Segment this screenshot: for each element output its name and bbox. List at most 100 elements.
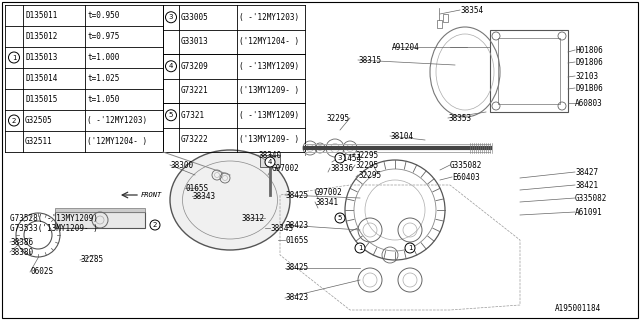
- Text: G73222: G73222: [181, 135, 209, 144]
- Bar: [260, 155, 280, 167]
- Text: 32295: 32295: [327, 114, 350, 123]
- Text: ( -'12MY1203): ( -'12MY1203): [239, 13, 299, 22]
- Text: ('13MY1209- ): ('13MY1209- ): [239, 135, 299, 144]
- Ellipse shape: [170, 150, 290, 250]
- Text: 32295: 32295: [358, 171, 381, 180]
- Text: 0602S: 0602S: [30, 268, 53, 276]
- Text: G7321: G7321: [181, 111, 209, 120]
- Circle shape: [335, 153, 345, 163]
- Text: ('13MY1209- ): ('13MY1209- ): [239, 86, 299, 95]
- Text: D91B06: D91B06: [575, 84, 603, 92]
- Text: 38336: 38336: [330, 164, 353, 172]
- Text: E60403: E60403: [452, 172, 480, 181]
- Circle shape: [166, 61, 177, 72]
- Text: 38421: 38421: [575, 180, 598, 189]
- Text: t=1.025: t=1.025: [87, 74, 120, 83]
- Text: 32285: 32285: [80, 255, 103, 265]
- Text: 38312: 38312: [242, 213, 265, 222]
- Text: H01806: H01806: [575, 45, 603, 54]
- Text: 38354: 38354: [460, 5, 483, 14]
- Text: 0165S: 0165S: [185, 183, 208, 193]
- Text: 38343: 38343: [270, 223, 293, 233]
- Circle shape: [265, 157, 275, 167]
- Text: t=1.050: t=1.050: [87, 95, 120, 104]
- Circle shape: [166, 12, 177, 23]
- Text: G32511: G32511: [25, 137, 52, 146]
- Text: A91204: A91204: [392, 43, 420, 52]
- Text: G73533('13MY1209- ): G73533('13MY1209- ): [10, 223, 98, 233]
- Text: 1: 1: [408, 245, 412, 251]
- Text: G33005: G33005: [181, 13, 209, 22]
- Bar: [443, 14, 448, 22]
- Text: G33013: G33013: [181, 37, 209, 46]
- Text: G73221: G73221: [181, 86, 209, 95]
- Text: 38353: 38353: [448, 114, 471, 123]
- Text: D135011: D135011: [25, 11, 58, 20]
- Text: ( -'12MY1203): ( -'12MY1203): [87, 116, 147, 125]
- Text: G97002: G97002: [272, 164, 300, 172]
- Text: D135014: D135014: [25, 74, 58, 83]
- Text: 38340: 38340: [258, 150, 281, 159]
- Text: FRONT: FRONT: [141, 192, 163, 198]
- Text: D135015: D135015: [25, 95, 58, 104]
- Circle shape: [335, 213, 345, 223]
- Text: 38425: 38425: [285, 190, 308, 199]
- Text: ('12MY1204- ): ('12MY1204- ): [87, 137, 147, 146]
- Circle shape: [8, 115, 19, 126]
- Text: A195001184: A195001184: [555, 304, 601, 313]
- Text: ( -'13MY1209): ( -'13MY1209): [239, 62, 299, 71]
- Text: 38423: 38423: [285, 220, 308, 229]
- Text: 4: 4: [268, 159, 272, 165]
- Text: 38341: 38341: [315, 197, 338, 206]
- Text: 38425: 38425: [285, 263, 308, 273]
- Text: A61091: A61091: [575, 207, 603, 217]
- Text: 5: 5: [169, 112, 173, 118]
- Text: G73528( -'13MY1209): G73528( -'13MY1209): [10, 213, 98, 222]
- Bar: [55, 208, 145, 212]
- Bar: [437, 20, 442, 28]
- Text: 32295: 32295: [355, 150, 378, 159]
- Text: 38427: 38427: [575, 167, 598, 177]
- Text: D91806: D91806: [575, 58, 603, 67]
- Text: t=0.975: t=0.975: [87, 32, 120, 41]
- Text: ( -'13MY1209): ( -'13MY1209): [239, 111, 299, 120]
- Text: 31454: 31454: [338, 154, 361, 163]
- Bar: [498, 38, 560, 104]
- Text: 38300: 38300: [170, 161, 193, 170]
- Text: 38343: 38343: [192, 191, 215, 201]
- Text: 4: 4: [169, 63, 173, 69]
- Text: 5: 5: [338, 215, 342, 221]
- Text: G73209: G73209: [181, 62, 209, 71]
- Text: D135012: D135012: [25, 32, 58, 41]
- Text: 0165S: 0165S: [285, 236, 308, 244]
- Text: 1: 1: [358, 245, 362, 251]
- Text: D135013: D135013: [25, 53, 58, 62]
- Text: ('12MY1204- ): ('12MY1204- ): [239, 37, 299, 46]
- Text: G32505: G32505: [25, 116, 52, 125]
- Circle shape: [355, 243, 365, 253]
- Text: 3: 3: [169, 14, 173, 20]
- Text: 32295: 32295: [355, 161, 378, 170]
- Circle shape: [8, 52, 19, 63]
- Text: 32103: 32103: [575, 71, 598, 81]
- Bar: [490, 30, 568, 112]
- Text: t=1.000: t=1.000: [87, 53, 120, 62]
- Text: 38104: 38104: [390, 132, 413, 140]
- Circle shape: [405, 243, 415, 253]
- Text: A60803: A60803: [575, 99, 603, 108]
- Circle shape: [166, 110, 177, 121]
- Bar: [55, 212, 145, 228]
- Text: 2: 2: [153, 222, 157, 228]
- Text: 1: 1: [12, 54, 16, 60]
- Text: 38423: 38423: [285, 293, 308, 302]
- Text: 38315: 38315: [358, 55, 381, 65]
- Circle shape: [150, 220, 160, 230]
- Text: t=0.950: t=0.950: [87, 11, 120, 20]
- Text: 3: 3: [338, 155, 342, 161]
- Text: G335082: G335082: [575, 194, 607, 203]
- Text: 2: 2: [12, 117, 16, 124]
- Text: 38386: 38386: [10, 237, 33, 246]
- Text: G97002: G97002: [315, 188, 343, 196]
- Text: G335082: G335082: [450, 161, 483, 170]
- Text: 38380: 38380: [10, 247, 33, 257]
